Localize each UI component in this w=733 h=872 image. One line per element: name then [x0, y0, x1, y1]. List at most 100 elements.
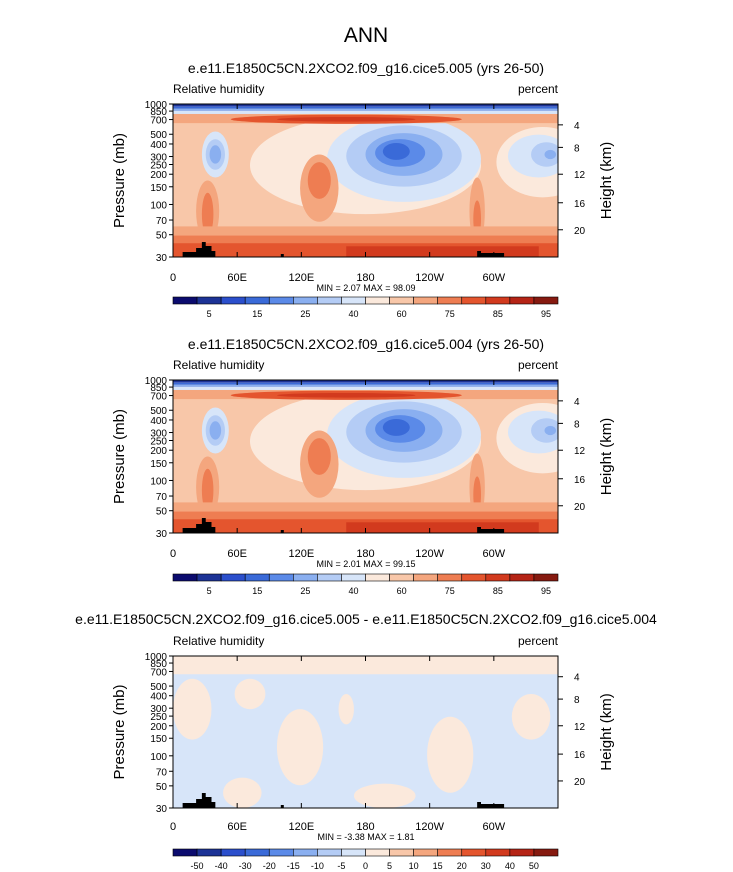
colorbar-label: 30 — [481, 861, 491, 871]
panel-units-label: percent — [518, 634, 559, 648]
panel-variable-label: Relative humidity — [173, 358, 264, 372]
colorbar-label: -20 — [263, 861, 276, 871]
colorbar-label: -5 — [337, 861, 345, 871]
colorbar-label: -40 — [215, 861, 228, 871]
colorbar-swatch — [268, 848, 294, 857]
colorbar-label: 40 — [348, 586, 358, 596]
colorbar-swatch — [293, 848, 318, 857]
colorbar-label: -10 — [311, 861, 324, 871]
height-tick-label: 20 — [574, 502, 586, 513]
heatmap-field — [173, 380, 558, 533]
colorbar-label: 75 — [445, 586, 455, 596]
colorbar-swatch — [437, 296, 463, 305]
y-tick-label: 500 — [150, 406, 167, 417]
height-tick-label: 20 — [574, 777, 586, 788]
y-tick-label: 150 — [150, 459, 167, 470]
colorbar-swatch — [509, 848, 535, 857]
y-tick-label: 150 — [150, 734, 167, 745]
panel-title: e.e11.E1850C5CN.2XCO2.f09_g16.cice5.005 … — [75, 611, 657, 627]
panel-title: e.e11.E1850C5CN.2XCO2.f09_g16.cice5.005 … — [188, 60, 544, 76]
colorbar-label: 60 — [397, 309, 407, 319]
colorbar-swatch — [533, 296, 559, 305]
y-tick-label: 700 — [150, 667, 167, 678]
colorbar-swatch — [317, 296, 342, 305]
colorbar-label: 50 — [529, 861, 539, 871]
colorbar: 5 15 25 40 60 75 85 95 — [172, 296, 559, 319]
heatmap-field — [173, 104, 558, 257]
colorbar-swatch — [341, 573, 366, 582]
colorbar-swatch — [365, 848, 390, 857]
colorbar-label: 15 — [252, 586, 262, 596]
colorbar: -50 -40 -30 -20 -15 -10 -5 0 5 10 15 20 30 40 50 — [172, 848, 559, 871]
height-tick-label: 16 — [574, 475, 586, 486]
panel-title: e.e11.E1850C5CN.2XCO2.f09_g16.cice5.004 … — [188, 336, 544, 352]
height-tick-label: 12 — [574, 722, 586, 733]
y-tick-label: 300 — [150, 429, 167, 440]
y-tick-label: 850 — [150, 107, 167, 118]
x-tick-label: 120E — [288, 548, 314, 560]
colorbar-swatch — [172, 573, 198, 582]
terrain-mask — [182, 518, 505, 533]
colorbar-label: 75 — [445, 309, 455, 319]
x-tick-label: 180 — [356, 272, 374, 284]
colorbar-label: 5 — [207, 309, 212, 319]
colorbar-swatch — [268, 296, 294, 305]
colorbar-swatch — [389, 573, 414, 582]
x-tick-label: 0 — [170, 821, 176, 833]
colorbar-swatch — [437, 573, 463, 582]
x-tick-label: 60W — [483, 821, 506, 833]
colorbar-swatch — [196, 573, 222, 582]
y-tick-label: 200 — [150, 170, 167, 181]
colorbar-swatch — [509, 296, 535, 305]
colorbar-swatch — [389, 296, 414, 305]
colorbar-swatch — [317, 573, 342, 582]
x-tick-label: 0 — [170, 548, 176, 560]
colorbar-swatch — [172, 296, 198, 305]
colorbar-swatch — [485, 848, 511, 857]
panel-2: e.e11.E1850C5CN.2XCO2.f09_g16.cice5.004 … — [111, 336, 615, 596]
y-tick-label: 700 — [150, 116, 167, 127]
x-tick-label: 120W — [415, 272, 444, 284]
colorbar-label: 40 — [348, 309, 358, 319]
x-tick-label: 180 — [356, 548, 374, 560]
colorbar-swatch — [244, 573, 270, 582]
colorbar-swatch — [389, 848, 414, 857]
height-tick-label: 20 — [574, 226, 586, 237]
y-tick-label: 300 — [150, 704, 167, 715]
y-tick-label: 200 — [150, 722, 167, 733]
colorbar-swatch — [437, 848, 463, 857]
y-tick-label: 100 — [150, 476, 167, 487]
x-tick-label: 120E — [288, 821, 314, 833]
x-tick-label: 0 — [170, 272, 176, 284]
x-tick-label: 60E — [227, 821, 247, 833]
y-tick-label: 250 — [150, 712, 167, 723]
colorbar-label: 20 — [457, 861, 467, 871]
y-tick-label: 30 — [156, 529, 168, 540]
colorbar-label: 95 — [541, 586, 551, 596]
colorbar-swatch — [413, 573, 438, 582]
y-axis-label: Pressure (mb) — [111, 409, 128, 504]
y-tick-label: 70 — [156, 492, 168, 503]
colorbar-swatch — [293, 573, 318, 582]
colorbar-swatch — [220, 573, 246, 582]
y-tick-label: 70 — [156, 216, 168, 227]
y-tick-label: 100 — [150, 200, 167, 211]
x-tick-label: 60W — [483, 272, 506, 284]
colorbar-swatch — [293, 296, 318, 305]
colorbar-swatch — [365, 296, 390, 305]
figure-title: ANN — [344, 24, 388, 47]
heatmap-field — [173, 656, 558, 808]
panel-3: e.e11.E1850C5CN.2XCO2.f09_g16.cice5.005 … — [75, 611, 657, 871]
colorbar-swatch — [533, 848, 559, 857]
colorbar-label: 15 — [252, 309, 262, 319]
colorbar-swatch — [244, 296, 270, 305]
colorbar-label: 85 — [493, 586, 503, 596]
colorbar-label: 10 — [409, 861, 419, 871]
colorbar-label: 15 — [433, 861, 443, 871]
y-tick-label: 30 — [156, 804, 168, 815]
y-tick-label: 400 — [150, 692, 167, 703]
panel-units-label: percent — [518, 358, 559, 372]
panel-units-label: percent — [518, 82, 559, 96]
y-tick-label: 1000 — [145, 100, 168, 111]
height-axis-label: Height (km) — [598, 693, 615, 771]
